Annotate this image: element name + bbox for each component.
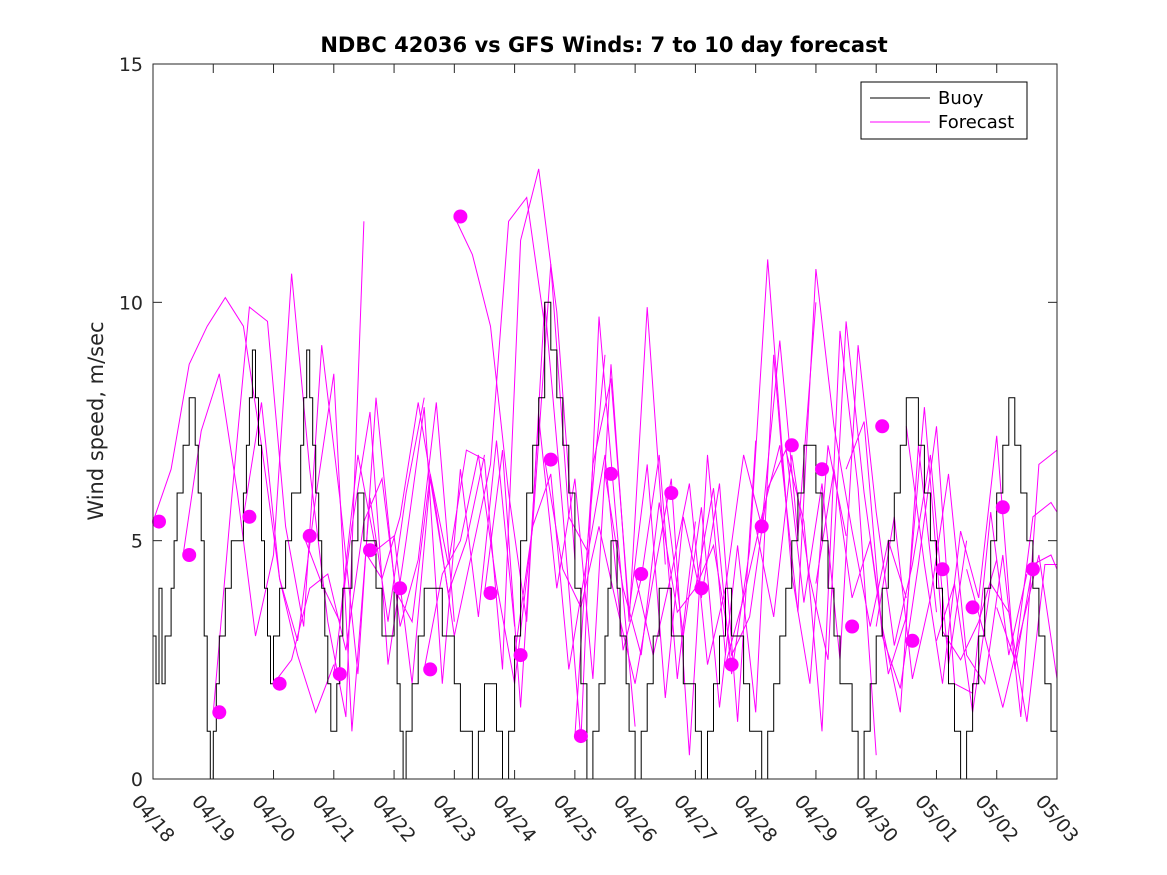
forecast-start-marker <box>423 662 438 677</box>
forecast-start-marker <box>965 600 980 615</box>
forecast-series-line-24 <box>845 421 1028 694</box>
y-tick-label: 15 <box>119 54 143 76</box>
forecast-start-marker <box>1025 562 1040 577</box>
forecast-start-marker <box>754 519 769 534</box>
forecast-start-marker <box>905 633 920 648</box>
forecast-series-line-26 <box>905 426 1058 684</box>
forecast-start-marker <box>845 619 860 634</box>
legend-label-forecast: Forecast <box>938 112 1014 133</box>
forecast-start-marker <box>815 462 829 477</box>
forecast-start-marker <box>453 209 468 224</box>
legend: Buoy Forecast <box>860 81 1028 140</box>
forecast-start-marker <box>694 581 709 596</box>
forecast-series-line-2 <box>182 221 365 718</box>
y-tick-label: 0 <box>131 769 143 791</box>
forecast-series-line-9 <box>393 168 576 670</box>
forecast-series-line-20 <box>725 268 907 665</box>
forecast-start-marker <box>363 543 377 558</box>
y-axis-ticks: 0 5 10 15 <box>119 54 1057 791</box>
forecast-series-line-29 <box>996 501 1058 660</box>
forecast-start-marker <box>875 419 890 434</box>
forecast-start-marker <box>724 657 739 672</box>
axes-frame <box>152 63 1058 780</box>
plot-area <box>152 63 1058 780</box>
forecast-start-marker <box>664 486 679 500</box>
forecast-start-marker <box>995 500 1010 515</box>
forecast-start-marker <box>152 514 166 529</box>
forecast-series-line-28 <box>966 554 1058 708</box>
legend-label-buoy: Buoy <box>938 88 984 109</box>
forecast-start-marker <box>242 509 257 524</box>
forecast-start-marker <box>182 548 197 562</box>
forecast-series-line-7 <box>333 407 516 684</box>
forecast-start-marker <box>393 581 408 596</box>
forecast-start-marker <box>604 466 618 481</box>
forecast-start-marker <box>302 528 317 543</box>
y-tick-label: 10 <box>119 292 143 314</box>
y-tick-label: 5 <box>131 531 143 553</box>
forecast-start-marker <box>212 705 227 720</box>
buoy-series-line <box>153 301 1058 780</box>
forecast-series-line-12 <box>484 307 666 708</box>
forecast-start-marker <box>272 676 287 691</box>
forecast-series-line-25 <box>875 449 1058 718</box>
forecast-start-marker <box>784 438 799 453</box>
forecast-start-marker <box>543 452 558 467</box>
forecast-start-marker <box>483 586 498 601</box>
forecast-series-line-14 <box>544 454 726 756</box>
forecast-series-line-15 <box>574 378 757 737</box>
forecast-series-line-23 <box>815 407 998 675</box>
forecast-series-line-22 <box>785 345 968 665</box>
forecast-series-line-13 <box>514 454 696 679</box>
forecast-start-marker <box>634 567 649 581</box>
forecast-start-marker <box>935 562 950 577</box>
y-axis-label: Wind speed, m/sec <box>84 321 108 520</box>
forecast-start-marker <box>573 729 588 744</box>
chart-title: NDBC 42036 vs GFS Winds: 7 to 10 day for… <box>320 33 887 57</box>
forecast-start-marker <box>332 667 347 682</box>
forecast-start-marker <box>513 648 528 663</box>
forecast-series-line-27 <box>936 564 1057 722</box>
legend-box <box>860 81 1028 140</box>
forecast-series-line-1 <box>152 296 335 714</box>
